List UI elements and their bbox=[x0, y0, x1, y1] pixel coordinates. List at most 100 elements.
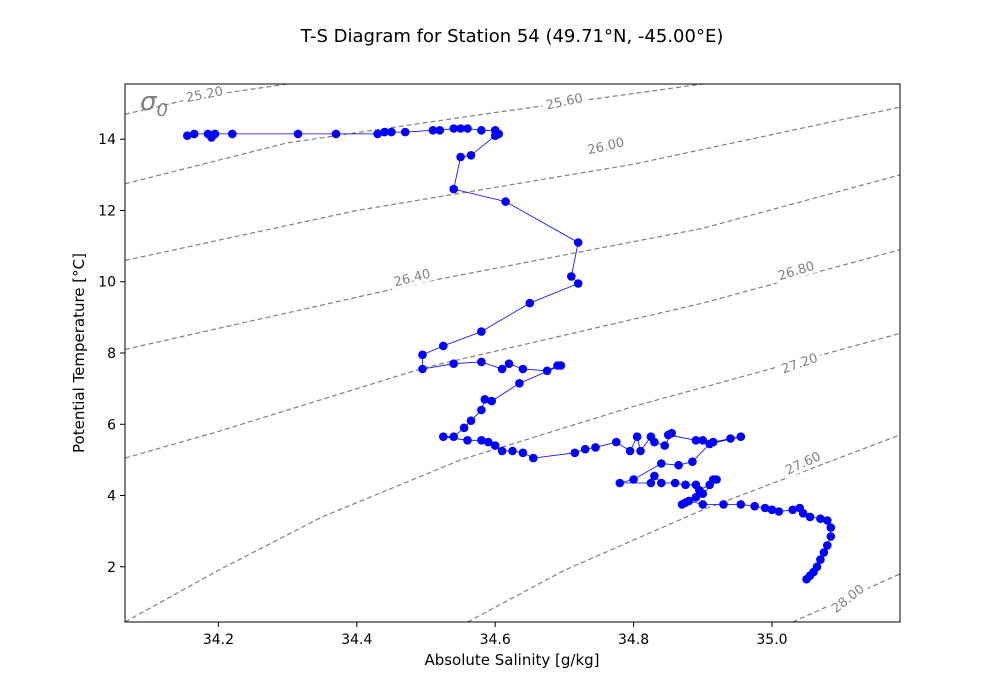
isopycnal-label-bg bbox=[582, 132, 629, 159]
isopycnal-line bbox=[125, 332, 900, 622]
data-point bbox=[819, 548, 829, 557]
data-point bbox=[719, 500, 728, 509]
x-axis-label: Absolute Salinity [g/kg] bbox=[424, 651, 599, 669]
data-point bbox=[788, 505, 797, 515]
data-point bbox=[459, 423, 469, 433]
data-point bbox=[456, 152, 465, 162]
isopycnal-line bbox=[125, 106, 900, 261]
data-point bbox=[570, 448, 580, 458]
data-point bbox=[435, 126, 445, 135]
data-point bbox=[525, 298, 535, 308]
y-tick-label: 2 bbox=[107, 560, 116, 576]
data-point bbox=[615, 478, 625, 488]
y-tick-label: 6 bbox=[107, 417, 116, 433]
data-point bbox=[805, 512, 815, 522]
data-point bbox=[774, 507, 784, 516]
data-point bbox=[480, 395, 490, 404]
data-point bbox=[726, 434, 735, 443]
data-point bbox=[189, 129, 199, 139]
x-tick-label: 34.8 bbox=[618, 632, 649, 648]
sigma-subscript: 0 bbox=[156, 100, 167, 121]
isopycnal-label-bg bbox=[775, 348, 823, 378]
data-point bbox=[463, 124, 472, 133]
data-point bbox=[449, 124, 459, 133]
isopycnal-label-bg bbox=[181, 84, 228, 106]
data-point bbox=[428, 126, 438, 135]
isopycnal-line bbox=[467, 434, 900, 622]
y-tick-label: 10 bbox=[98, 275, 116, 291]
data-point bbox=[477, 327, 486, 336]
data-point bbox=[650, 437, 659, 447]
y-axis-ticks: 2 4 6 8 10 12 14 bbox=[98, 132, 125, 576]
data-point bbox=[293, 129, 303, 139]
data-point bbox=[684, 496, 694, 506]
data-point bbox=[632, 432, 642, 442]
data-point bbox=[691, 493, 701, 502]
data-point bbox=[228, 129, 237, 139]
data-point bbox=[736, 500, 746, 509]
data-point bbox=[380, 127, 389, 137]
data-point bbox=[750, 501, 759, 511]
data-point bbox=[449, 432, 459, 442]
data-point bbox=[573, 279, 583, 288]
data-point bbox=[477, 357, 486, 367]
data-point bbox=[674, 460, 683, 470]
x-tick-label: 34.4 bbox=[341, 632, 372, 648]
data-point bbox=[373, 129, 382, 139]
x-tick-label: 35.0 bbox=[756, 632, 787, 648]
data-point bbox=[439, 341, 448, 351]
data-point bbox=[463, 436, 472, 445]
data-point bbox=[816, 555, 825, 564]
data-point bbox=[439, 432, 448, 442]
y-tick-label: 4 bbox=[107, 489, 116, 505]
data-point bbox=[487, 396, 497, 406]
data-point bbox=[612, 437, 621, 447]
plot-area bbox=[125, 84, 900, 622]
data-point bbox=[736, 432, 746, 442]
data-point bbox=[497, 364, 507, 374]
isopycnal-line bbox=[125, 174, 900, 350]
data-point bbox=[826, 532, 836, 541]
data-point bbox=[466, 151, 476, 160]
sigma-label: σ0 bbox=[140, 87, 168, 121]
data-point bbox=[542, 366, 552, 376]
data-point bbox=[400, 127, 410, 137]
data-point bbox=[698, 436, 708, 445]
data-point bbox=[477, 405, 486, 415]
data-point bbox=[636, 446, 645, 456]
data-point bbox=[657, 459, 666, 468]
data-point bbox=[625, 446, 635, 456]
data-point bbox=[681, 480, 690, 490]
data-point bbox=[823, 541, 832, 550]
data-point bbox=[210, 129, 220, 139]
data-layer bbox=[183, 124, 836, 584]
data-point bbox=[508, 446, 517, 456]
data-point bbox=[663, 430, 673, 440]
x-tick-label: 34.2 bbox=[203, 632, 234, 648]
data-point bbox=[580, 444, 590, 454]
data-point bbox=[449, 184, 459, 194]
data-point bbox=[484, 437, 493, 447]
isopycnal-label-bg bbox=[779, 445, 827, 480]
data-point bbox=[688, 457, 697, 467]
y-tick-label: 14 bbox=[98, 132, 116, 148]
data-point bbox=[418, 364, 427, 374]
data-point bbox=[567, 272, 576, 281]
data-point bbox=[387, 127, 396, 137]
isopycnal-label-bg bbox=[388, 264, 436, 291]
data-point bbox=[477, 436, 486, 445]
data-point bbox=[823, 516, 832, 525]
isopycnal-label-bg bbox=[541, 88, 588, 114]
data-point bbox=[529, 453, 538, 463]
data-point bbox=[816, 514, 825, 523]
data-point bbox=[573, 238, 583, 247]
data-point bbox=[418, 350, 427, 360]
data-point bbox=[515, 379, 524, 388]
sigma-symbol: σ bbox=[140, 87, 158, 117]
data-point bbox=[657, 478, 666, 488]
data-point bbox=[698, 500, 708, 509]
data-point bbox=[698, 489, 708, 499]
chart-title: T-S Diagram for Station 54 (49.71°N, -45… bbox=[300, 26, 724, 47]
x-axis-ticks: 34.2 34.4 34.6 34.8 35.0 bbox=[203, 622, 788, 648]
data-point bbox=[767, 505, 777, 515]
